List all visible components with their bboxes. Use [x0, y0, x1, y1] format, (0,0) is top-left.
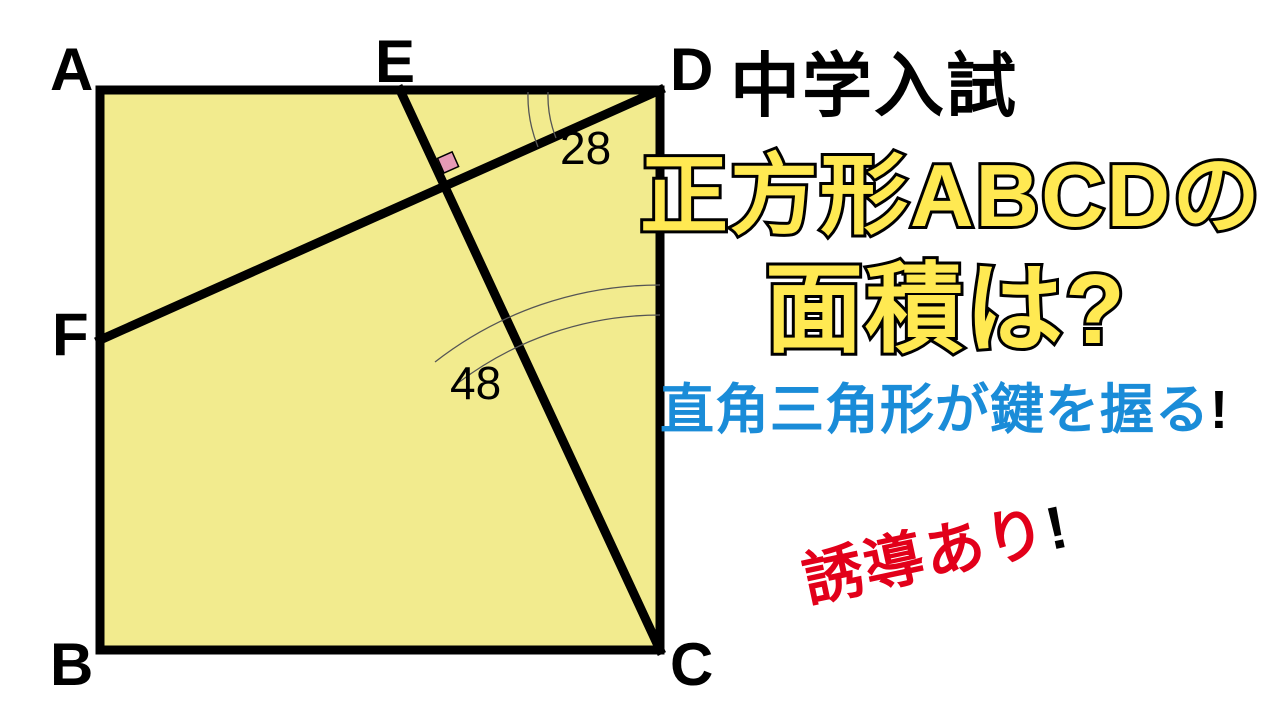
hint-text: 直角三角形が鍵を握る	[660, 380, 1210, 440]
vertex-e: E	[375, 32, 415, 92]
tag-guided: 誘導あり!	[794, 478, 1076, 619]
tag-text: 誘導あり	[797, 497, 1054, 614]
square-abcd	[100, 90, 660, 650]
measure-28: 28	[560, 125, 611, 171]
measure-48: 48	[450, 360, 501, 406]
vertex-a: A	[50, 40, 93, 100]
hint-right-triangle: 直角三角形が鍵を握る!	[660, 365, 1229, 444]
text-area: 中学入試 正方形ABCDの 面積は? 直角三角形が鍵を握る! 誘導あり!	[670, 20, 1270, 700]
heading-area-question: 面積は?	[765, 230, 1127, 372]
hint-bang: !	[1210, 380, 1229, 440]
vertex-b: B	[50, 635, 93, 695]
heading-exam: 中学入試	[730, 30, 1018, 131]
stage: A B C D E F 28 48 中学入試 正方形ABCDの 面積は? 直角三…	[0, 0, 1280, 720]
vertex-f: F	[52, 305, 89, 365]
diagram-svg	[40, 40, 720, 720]
geometry-diagram: A B C D E F 28 48	[40, 40, 660, 700]
